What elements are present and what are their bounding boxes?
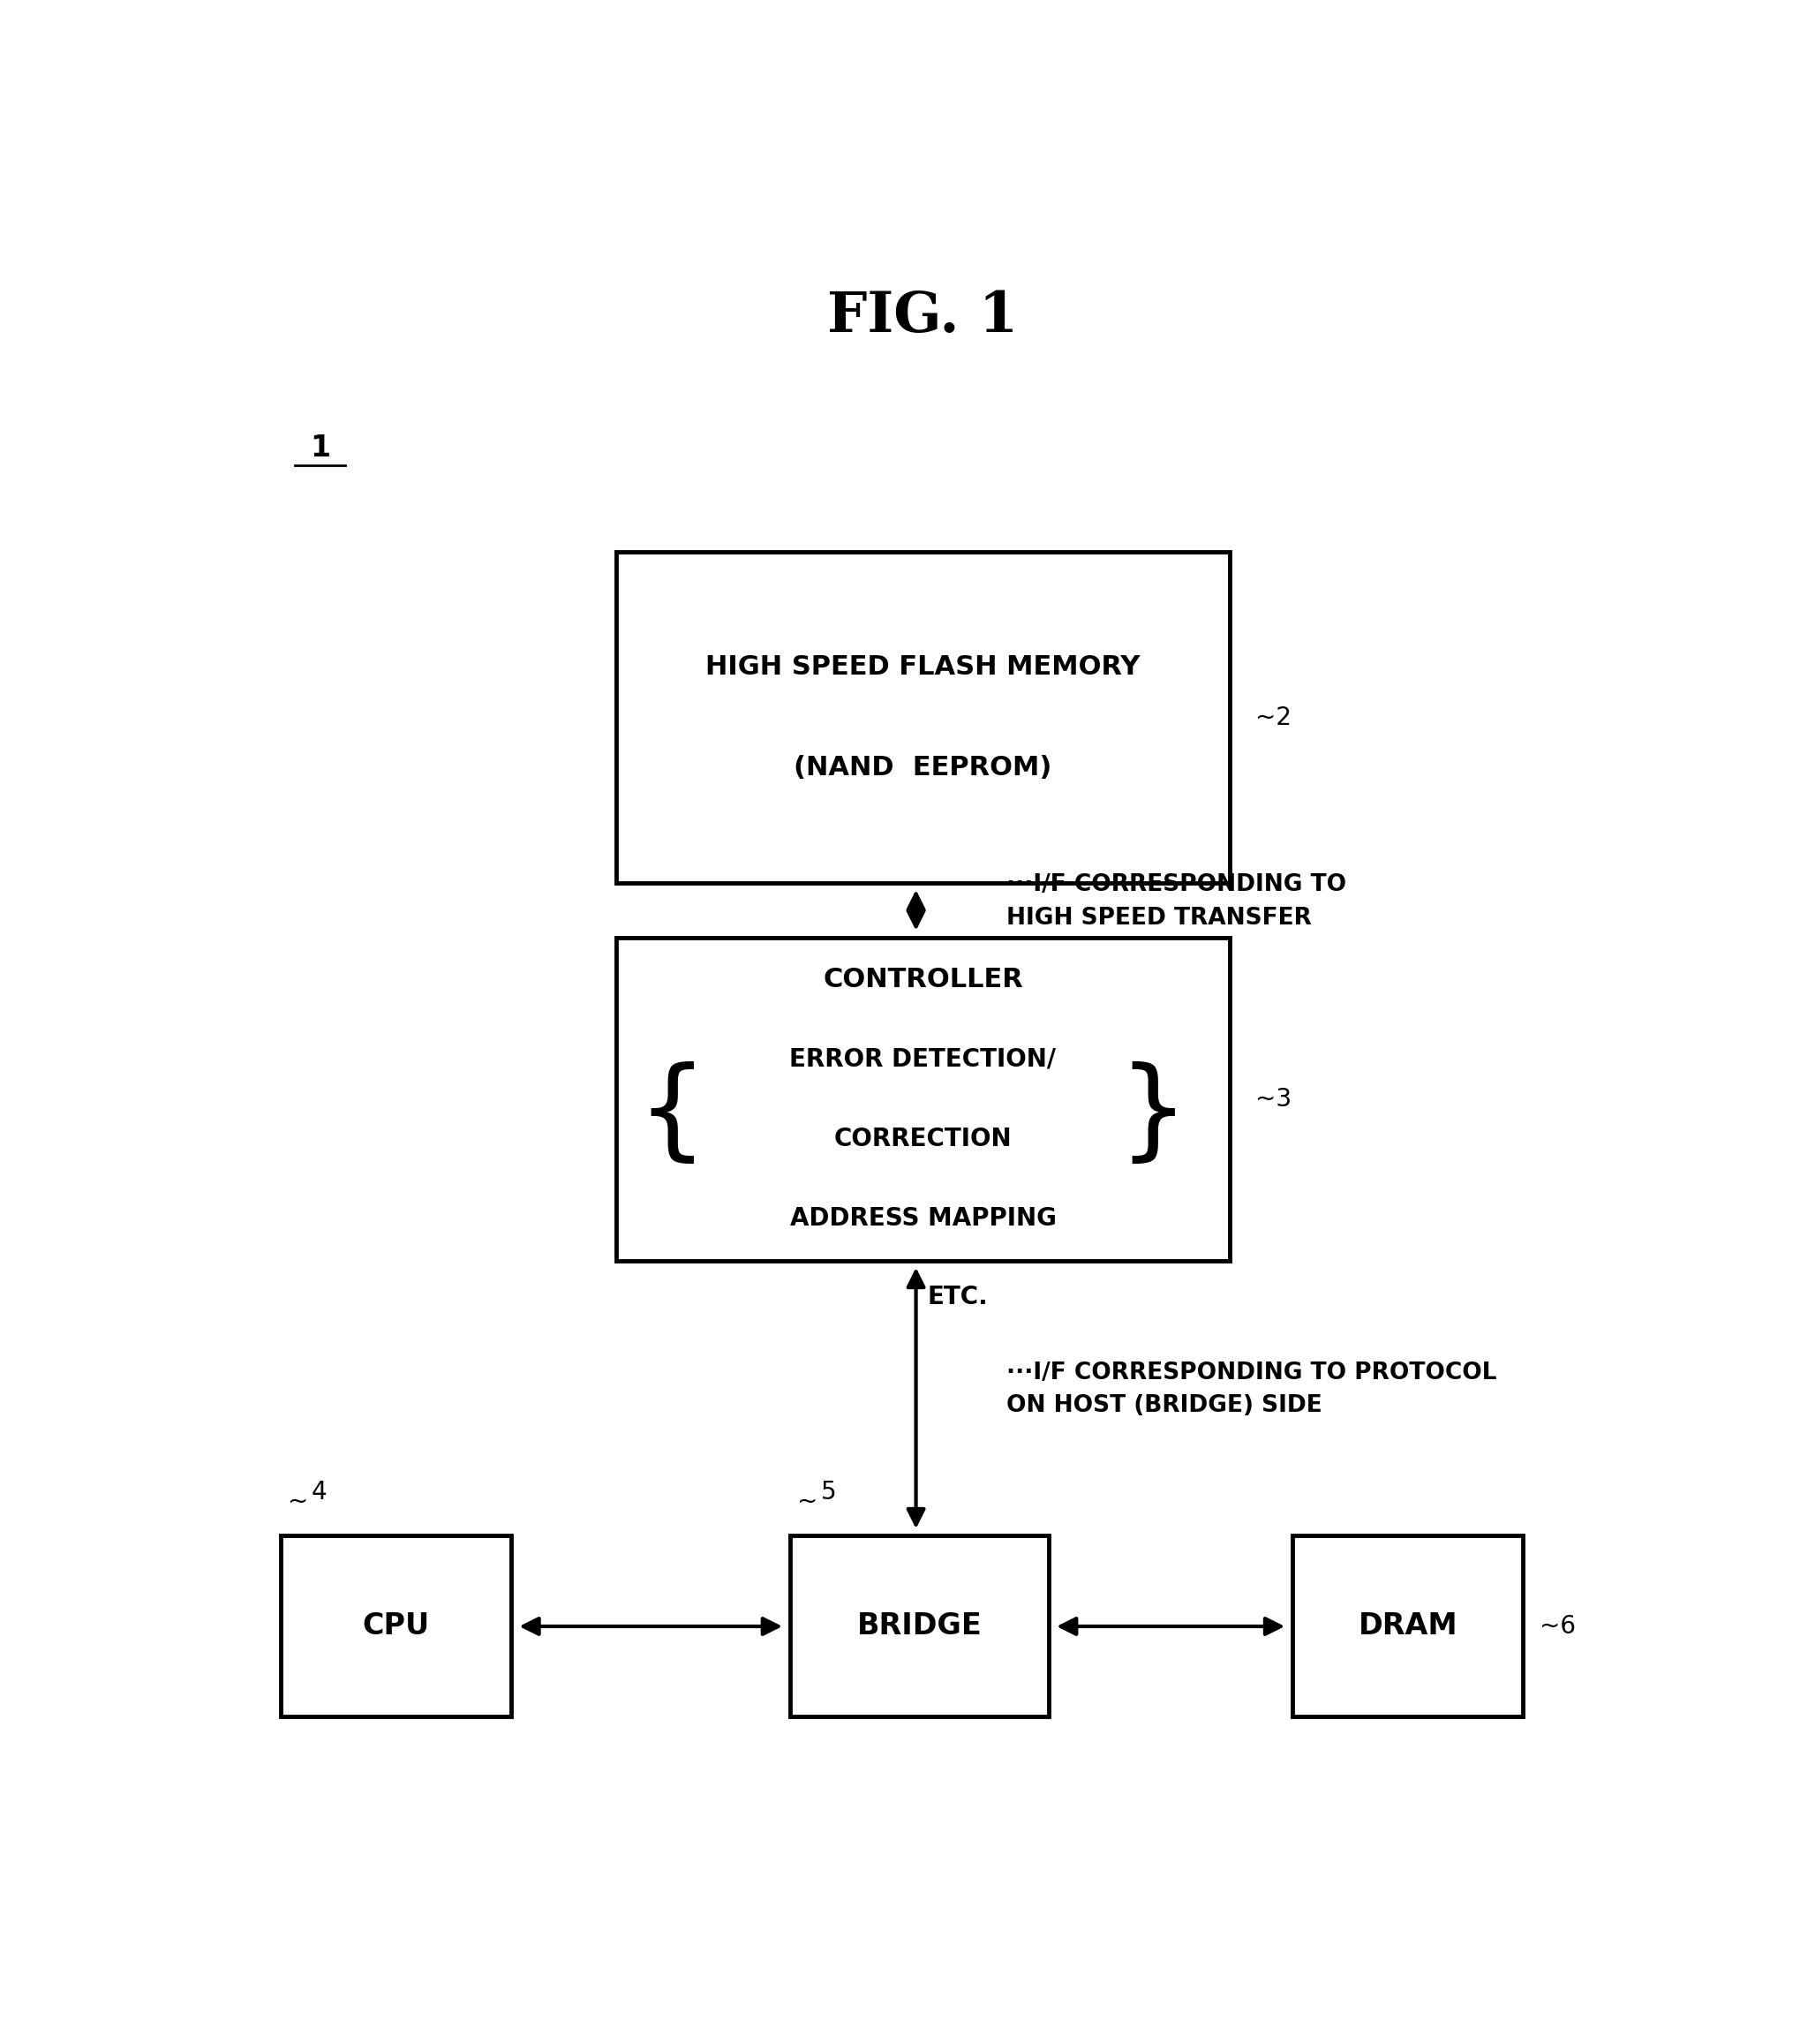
Text: CPU: CPU	[362, 1613, 430, 1641]
Text: 1: 1	[310, 433, 329, 462]
Text: {: {	[635, 1061, 707, 1169]
FancyBboxPatch shape	[790, 1535, 1048, 1717]
FancyBboxPatch shape	[1292, 1535, 1523, 1717]
Text: ···I/F CORRESPONDING TO PROTOCOL: ···I/F CORRESPONDING TO PROTOCOL	[1006, 1361, 1496, 1384]
Text: ~2: ~2	[1255, 705, 1291, 730]
Text: ~: ~	[797, 1488, 817, 1515]
FancyBboxPatch shape	[616, 552, 1229, 883]
Text: ETC.: ETC.	[927, 1286, 988, 1310]
Text: }: }	[1118, 1061, 1188, 1169]
Text: ~3: ~3	[1255, 1087, 1291, 1112]
Text: ~: ~	[288, 1488, 308, 1515]
Text: BRIDGE: BRIDGE	[857, 1613, 981, 1641]
Text: ADDRESS MAPPING: ADDRESS MAPPING	[790, 1206, 1055, 1230]
Text: HIGH SPEED TRANSFER: HIGH SPEED TRANSFER	[1006, 908, 1312, 930]
Text: ERROR DETECTION/: ERROR DETECTION/	[788, 1047, 1057, 1071]
Text: (NAND  EEPROM): (NAND EEPROM)	[794, 754, 1051, 781]
Text: 4: 4	[311, 1480, 328, 1504]
Text: ON HOST (BRIDGE) SIDE: ON HOST (BRIDGE) SIDE	[1006, 1394, 1321, 1416]
Text: CORRECTION: CORRECTION	[833, 1126, 1012, 1151]
FancyBboxPatch shape	[281, 1535, 511, 1717]
FancyBboxPatch shape	[616, 938, 1229, 1261]
Text: 5: 5	[821, 1480, 837, 1504]
Text: CONTROLLER: CONTROLLER	[823, 967, 1022, 993]
Text: ~6: ~6	[1539, 1615, 1575, 1639]
Text: ···I/F CORRESPONDING TO: ···I/F CORRESPONDING TO	[1006, 873, 1346, 897]
Text: DRAM: DRAM	[1357, 1613, 1456, 1641]
Text: FIG. 1: FIG. 1	[826, 288, 1019, 343]
Text: HIGH SPEED FLASH MEMORY: HIGH SPEED FLASH MEMORY	[706, 654, 1139, 681]
